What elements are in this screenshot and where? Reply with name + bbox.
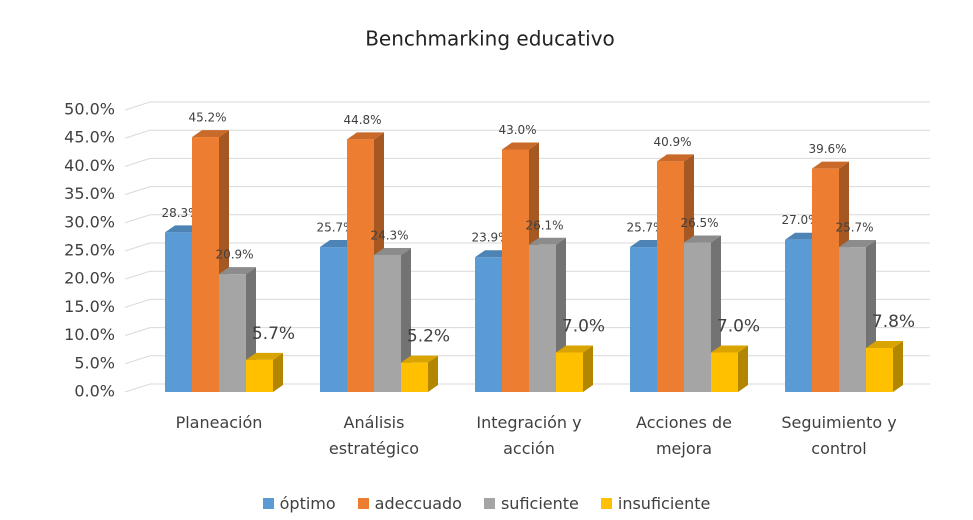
- data-label: 7.0%: [562, 317, 605, 337]
- legend-item: adeccuado: [357, 494, 462, 513]
- data-label: 24.3%: [370, 228, 408, 242]
- data-label: 39.6%: [808, 142, 846, 156]
- y-tick-label: 5.0%: [74, 353, 115, 372]
- bar-top: [711, 345, 748, 353]
- y-tick-label: 10.0%: [64, 325, 115, 344]
- bar-top: [401, 355, 438, 363]
- data-label: 25.7%: [626, 221, 664, 235]
- legend-item: suficiente: [483, 494, 579, 513]
- grid-line: [124, 129, 930, 139]
- x-tick-label: Integración y acción: [476, 413, 582, 458]
- legend-label: óptimo: [279, 494, 336, 513]
- y-tick-label: 0.0%: [74, 382, 115, 401]
- x-tick-label: Seguimiento y control: [781, 413, 897, 458]
- data-label: 26.1%: [525, 218, 563, 232]
- bar-top: [347, 132, 384, 140]
- bar: [866, 348, 893, 392]
- bar-side: [401, 247, 411, 392]
- bar: [347, 139, 374, 392]
- y-tick-label: 30.0%: [64, 212, 115, 231]
- bar-top: [684, 235, 721, 243]
- data-label: 26.5%: [680, 216, 718, 230]
- x-tick-label: Acciones de mejora: [636, 413, 732, 458]
- data-label: 27.0%: [781, 213, 819, 227]
- bar: [219, 274, 246, 392]
- bar-side: [428, 355, 438, 392]
- chart-title: Benchmarking educativo: [365, 27, 615, 51]
- bar: [630, 247, 657, 392]
- bar-top: [529, 237, 566, 245]
- bar-side: [893, 341, 903, 392]
- data-label: 25.7%: [835, 221, 873, 235]
- bar: [401, 362, 428, 392]
- legend-label: adeccuado: [374, 494, 462, 513]
- bar: [246, 359, 273, 392]
- bar: [556, 352, 583, 392]
- bar-side: [273, 352, 283, 392]
- y-tick-label: 50.0%: [64, 100, 115, 119]
- x-tick-label: Planeación: [175, 413, 263, 432]
- y-tick-label: 20.0%: [64, 269, 115, 288]
- data-label: 43.0%: [498, 123, 536, 137]
- bar: [529, 244, 556, 392]
- bar-top: [502, 142, 539, 150]
- bar: [502, 149, 529, 392]
- legend-swatch: [600, 498, 612, 509]
- bar-side: [738, 345, 748, 392]
- y-tick-label: 25.0%: [64, 241, 115, 260]
- y-tick-label: 15.0%: [64, 297, 115, 316]
- legend-label: suficiente: [500, 494, 579, 513]
- bar-top: [812, 161, 849, 169]
- bar: [812, 168, 839, 392]
- bar: [165, 232, 192, 392]
- data-label: 44.8%: [343, 113, 381, 127]
- legend-swatch: [483, 498, 495, 509]
- y-tick-label: 35.0%: [64, 184, 115, 203]
- bar: [475, 257, 502, 392]
- data-label: 5.7%: [252, 324, 295, 344]
- bar: [657, 161, 684, 392]
- legend-swatch: [262, 498, 274, 509]
- bar-top: [556, 345, 593, 353]
- legend-item: insuficiente: [600, 494, 711, 513]
- data-label: 23.9%: [471, 231, 509, 245]
- grid-line: [124, 101, 930, 111]
- bar-top: [374, 247, 411, 255]
- y-tick-label: 45.0%: [64, 128, 115, 147]
- data-label: 40.9%: [653, 135, 691, 149]
- bar-side: [583, 345, 593, 392]
- legend-label: insuficiente: [617, 494, 711, 513]
- bar-top: [866, 341, 903, 349]
- legend: óptimo adeccuado suficiente insuficiente: [0, 494, 973, 513]
- data-label: 45.2%: [188, 111, 226, 125]
- bar-top: [657, 154, 694, 162]
- bar: [839, 247, 866, 392]
- bar-top: [219, 267, 256, 275]
- data-label: 28.3%: [161, 206, 199, 220]
- data-label: 5.2%: [407, 327, 450, 347]
- data-label: 7.8%: [872, 312, 915, 332]
- bar-top: [839, 240, 876, 248]
- y-tick-label: 40.0%: [64, 156, 115, 175]
- bar-top: [192, 130, 229, 138]
- bar: [374, 254, 401, 392]
- x-tick-label: Análisis estratégico: [328, 413, 420, 458]
- bar: [684, 242, 711, 392]
- data-label: 20.9%: [215, 248, 253, 262]
- data-label: 7.0%: [717, 317, 760, 337]
- bar: [320, 247, 347, 392]
- legend-swatch: [357, 498, 369, 509]
- bar: [785, 239, 812, 392]
- data-label: 25.7%: [316, 221, 354, 235]
- bar-top: [246, 352, 283, 360]
- bar: [711, 352, 738, 392]
- bar: [192, 137, 219, 392]
- legend-item: óptimo: [262, 494, 336, 513]
